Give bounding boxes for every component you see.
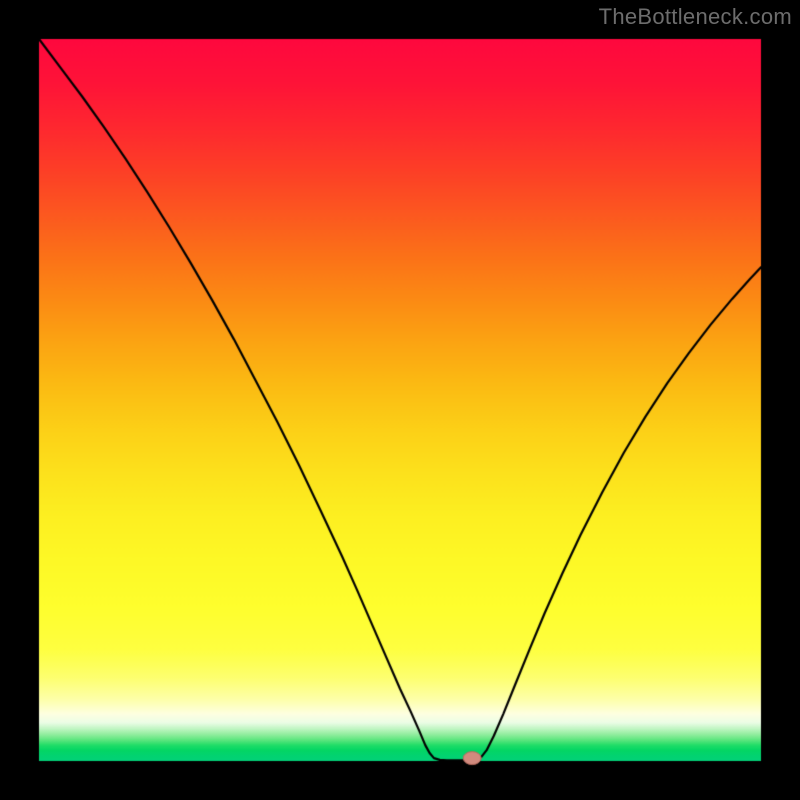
watermark-label: TheBottleneck.com: [599, 4, 792, 30]
chart-container: TheBottleneck.com: [0, 0, 800, 800]
bottleneck-chart-canvas: [0, 0, 800, 800]
